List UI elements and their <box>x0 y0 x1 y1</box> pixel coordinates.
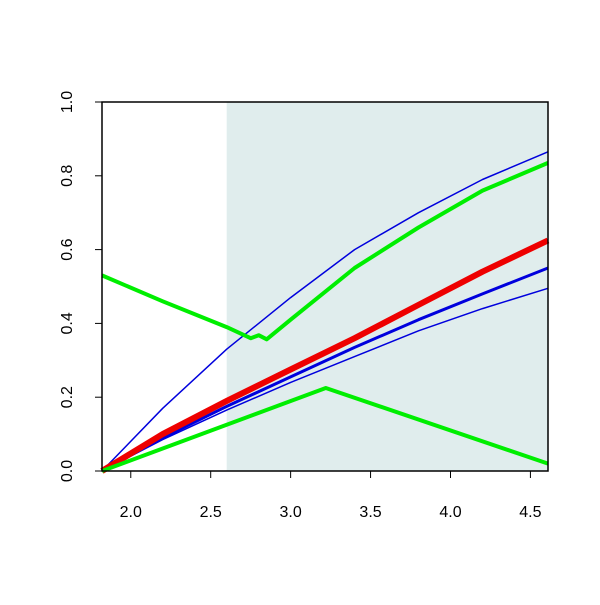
line <box>101 161 549 342</box>
y-tick-label: 0.4 <box>59 312 76 334</box>
x-tick-label: 4.5 <box>519 504 541 521</box>
x-tick-label: 3.0 <box>280 504 302 521</box>
line <box>101 386 549 473</box>
x-tick-label: 4.0 <box>439 504 461 521</box>
y-tick-label: 1.0 <box>59 91 76 113</box>
line <box>100 237 550 474</box>
plot-box <box>101 101 549 472</box>
x-tick-label: 2.5 <box>200 504 222 521</box>
y-tick-label: 0.6 <box>59 238 76 260</box>
x-tick-label: 3.5 <box>359 504 381 521</box>
line <box>101 266 549 473</box>
y-tick-label: 0.0 <box>59 460 76 482</box>
line <box>101 287 549 472</box>
y-tick-label: 0.2 <box>59 386 76 408</box>
y-tick-label: 0.8 <box>59 165 76 187</box>
x-tick-label: 2.0 <box>120 504 142 521</box>
line <box>101 151 549 472</box>
